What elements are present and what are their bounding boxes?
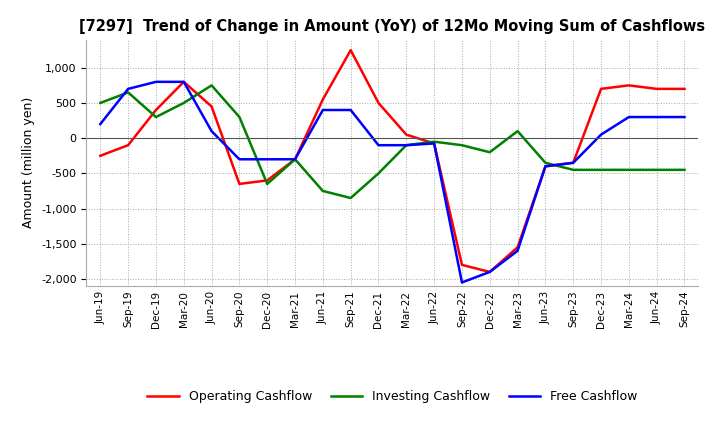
Operating Cashflow [179, 79, 188, 84]
Investing Cashflow [318, 188, 327, 194]
Y-axis label: Amount (million yen): Amount (million yen) [22, 97, 35, 228]
Investing Cashflow [541, 160, 550, 165]
Free Cashflow [263, 157, 271, 162]
Investing Cashflow [124, 90, 132, 95]
Operating Cashflow [318, 97, 327, 102]
Free Cashflow [680, 114, 689, 120]
Free Cashflow [346, 107, 355, 113]
Free Cashflow [402, 143, 410, 148]
Investing Cashflow [235, 114, 243, 120]
Operating Cashflow [96, 153, 104, 158]
Investing Cashflow [179, 100, 188, 106]
Investing Cashflow [652, 167, 661, 172]
Investing Cashflow [374, 171, 383, 176]
Operating Cashflow [207, 104, 216, 109]
Line: Free Cashflow: Free Cashflow [100, 82, 685, 282]
Free Cashflow [152, 79, 161, 84]
Free Cashflow [374, 143, 383, 148]
Investing Cashflow [624, 167, 633, 172]
Operating Cashflow [235, 181, 243, 187]
Free Cashflow [458, 280, 467, 285]
Operating Cashflow [430, 141, 438, 146]
Operating Cashflow [458, 262, 467, 268]
Operating Cashflow [152, 107, 161, 113]
Investing Cashflow [597, 167, 606, 172]
Free Cashflow [235, 157, 243, 162]
Operating Cashflow [541, 164, 550, 169]
Free Cashflow [569, 160, 577, 165]
Operating Cashflow [624, 83, 633, 88]
Line: Investing Cashflow: Investing Cashflow [100, 85, 685, 198]
Free Cashflow [624, 114, 633, 120]
Investing Cashflow [291, 157, 300, 162]
Investing Cashflow [485, 150, 494, 155]
Legend: Operating Cashflow, Investing Cashflow, Free Cashflow: Operating Cashflow, Investing Cashflow, … [143, 385, 642, 408]
Free Cashflow [124, 86, 132, 92]
Operating Cashflow [291, 157, 300, 162]
Operating Cashflow [402, 132, 410, 137]
Investing Cashflow [263, 181, 271, 187]
Investing Cashflow [513, 128, 522, 134]
Free Cashflow [597, 132, 606, 137]
Investing Cashflow [402, 143, 410, 148]
Free Cashflow [513, 248, 522, 253]
Free Cashflow [318, 107, 327, 113]
Operating Cashflow [374, 100, 383, 106]
Operating Cashflow [597, 86, 606, 92]
Operating Cashflow [485, 269, 494, 275]
Investing Cashflow [569, 167, 577, 172]
Investing Cashflow [430, 139, 438, 144]
Free Cashflow [207, 128, 216, 134]
Operating Cashflow [263, 178, 271, 183]
Operating Cashflow [124, 143, 132, 148]
Free Cashflow [485, 269, 494, 275]
Free Cashflow [96, 121, 104, 127]
Title: [7297]  Trend of Change in Amount (YoY) of 12Mo Moving Sum of Cashflows: [7297] Trend of Change in Amount (YoY) o… [79, 19, 706, 34]
Investing Cashflow [152, 114, 161, 120]
Operating Cashflow [513, 245, 522, 250]
Investing Cashflow [96, 100, 104, 106]
Free Cashflow [430, 141, 438, 146]
Operating Cashflow [569, 160, 577, 165]
Operating Cashflow [680, 86, 689, 92]
Investing Cashflow [458, 143, 467, 148]
Investing Cashflow [346, 195, 355, 201]
Free Cashflow [652, 114, 661, 120]
Investing Cashflow [680, 167, 689, 172]
Investing Cashflow [207, 83, 216, 88]
Line: Operating Cashflow: Operating Cashflow [100, 50, 685, 272]
Operating Cashflow [652, 86, 661, 92]
Free Cashflow [541, 164, 550, 169]
Free Cashflow [179, 79, 188, 84]
Operating Cashflow [346, 48, 355, 53]
Free Cashflow [291, 157, 300, 162]
